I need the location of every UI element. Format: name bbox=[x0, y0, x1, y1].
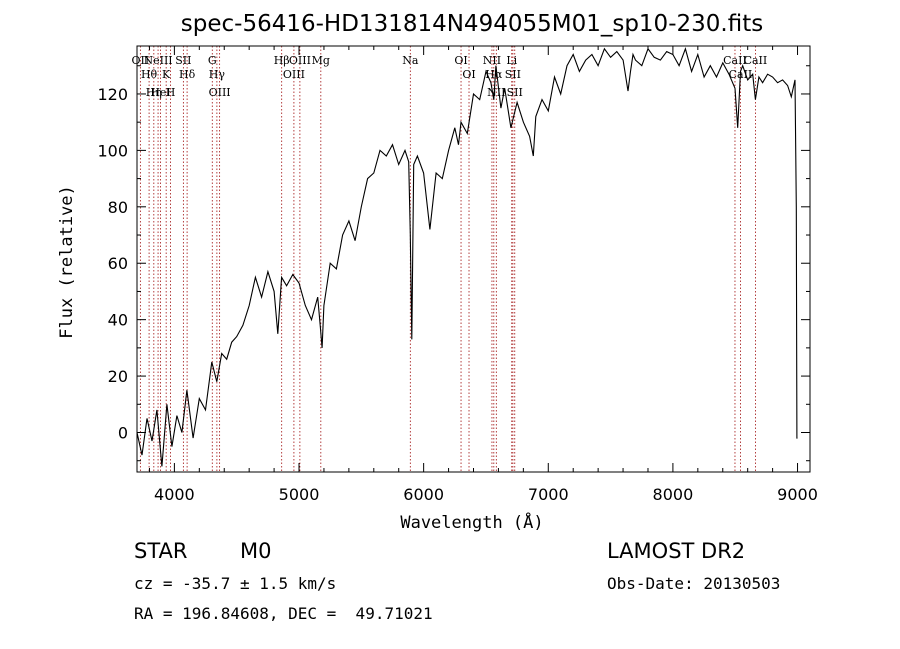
line-marker-label: Mg bbox=[312, 54, 330, 67]
line-marker-label: Hη bbox=[146, 86, 162, 99]
y-tick-label: 20 bbox=[108, 367, 128, 386]
x-tick-label: 6000 bbox=[403, 485, 444, 504]
sky-coordinates: RA = 196.84608, DEC = 49.71021 bbox=[134, 604, 433, 623]
redshift-velocity: cz = -35.7 ± 1.5 km/s bbox=[134, 574, 337, 593]
line-marker-label: Hθ bbox=[141, 68, 158, 81]
line-marker-label: OI bbox=[462, 68, 475, 81]
line-marker-label: CaII bbox=[723, 54, 747, 67]
line-marker-label: Hδ bbox=[179, 68, 196, 81]
line-marker-label: K bbox=[162, 68, 171, 81]
y-axis-ticks: 0 20 40 60 80 100 120 bbox=[97, 65, 810, 462]
line-marker-label: SII bbox=[505, 68, 521, 81]
x-tick-label: 5000 bbox=[279, 485, 320, 504]
line-marker-label: H bbox=[166, 86, 176, 99]
y-tick-label: 100 bbox=[97, 141, 128, 160]
y-tick-label: 40 bbox=[108, 311, 128, 330]
spectrum-line bbox=[136, 47, 798, 467]
x-axis-label: Wavelength (Å) bbox=[400, 511, 543, 533]
plot-frame bbox=[136, 45, 811, 473]
line-marker-label: Na bbox=[402, 54, 419, 67]
line-marker-label: OI bbox=[454, 54, 467, 67]
observation-date: Obs-Date: 20130503 bbox=[607, 574, 781, 593]
line-marker-label: NII bbox=[483, 54, 501, 67]
line-marker-label: Hγ bbox=[209, 68, 226, 81]
line-marker-label: HeI bbox=[150, 86, 170, 99]
line-marker-label: OIII bbox=[283, 68, 305, 81]
y-tick-label: 0 bbox=[118, 424, 128, 443]
line-marker-label: OIII bbox=[289, 54, 311, 67]
chart-title: spec-56416-HD131814N494055M01_sp10-230.f… bbox=[181, 11, 763, 37]
line-marker-label: Hα bbox=[485, 68, 503, 81]
spectrum-chart: spec-56416-HD131814N494055M01_sp10-230.f… bbox=[57, 11, 818, 533]
x-tick-label: 4000 bbox=[154, 485, 195, 504]
line-marker-label: Li bbox=[506, 54, 517, 67]
line-marker-label: OIII bbox=[209, 86, 231, 99]
line-marker-label: G bbox=[208, 54, 217, 67]
line-marker-label: NeIII bbox=[143, 54, 172, 67]
line-marker-label: CaII bbox=[744, 54, 768, 67]
x-tick-label: 9000 bbox=[777, 485, 818, 504]
line-marker-label: OII bbox=[132, 54, 150, 67]
y-tick-label: 60 bbox=[108, 254, 128, 273]
line-marker-label: SII bbox=[175, 54, 191, 67]
line-marker-group bbox=[139, 46, 756, 472]
y-tick-label: 80 bbox=[108, 198, 128, 217]
y-tick-label: 120 bbox=[97, 85, 128, 104]
x-tick-label: 7000 bbox=[528, 485, 569, 504]
line-marker-label: SII bbox=[507, 86, 523, 99]
object-class: STAR bbox=[134, 539, 188, 563]
object-subclass: M0 bbox=[240, 539, 272, 563]
survey-name: LAMOST DR2 bbox=[607, 539, 746, 563]
x-tick-label: 8000 bbox=[653, 485, 694, 504]
y-axis-label: Flux (relative) bbox=[57, 185, 77, 339]
line-marker-label: Hβ bbox=[274, 54, 290, 67]
x-axis-ticks: 4000 5000 6000 7000 8000 9000 bbox=[148, 46, 818, 504]
